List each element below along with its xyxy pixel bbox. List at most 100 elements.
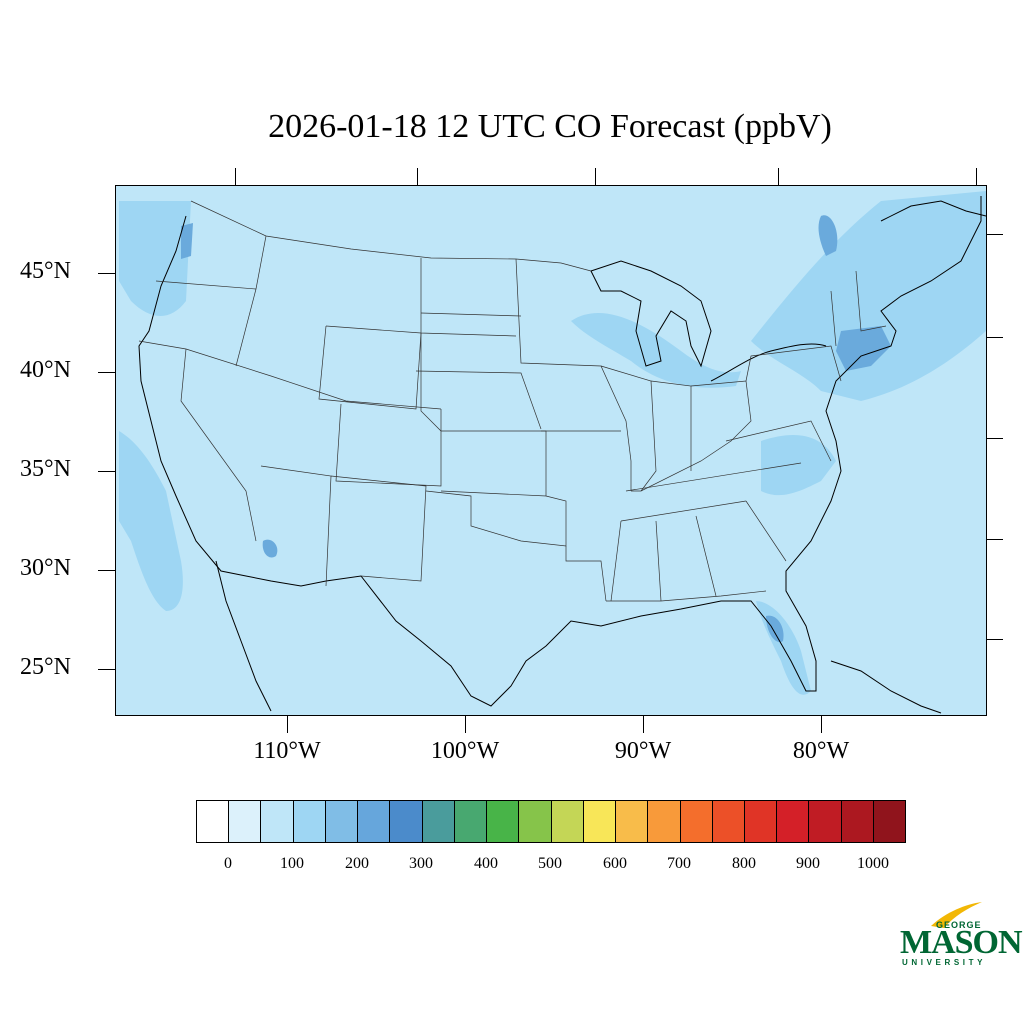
northeast-urban-high (836, 326, 891, 371)
pacific-nw-region (119, 201, 191, 316)
bottom-tick (643, 716, 644, 733)
arizona-high (262, 539, 278, 558)
coastlines (138, 196, 986, 714)
lat-label-25: 25°N (20, 654, 71, 680)
right-tick (987, 337, 1003, 338)
canada-border (190, 200, 592, 272)
state-borders (138, 200, 887, 602)
logo-university-text: UNIVERSITY (902, 958, 987, 967)
colorbar-swatch (454, 801, 488, 842)
lon-label-80: 80°W (792, 738, 850, 764)
us-outline (138, 196, 982, 707)
colorbar-swatch (583, 801, 617, 842)
great-lakes (590, 260, 712, 368)
colorbar-label: 0 (224, 855, 232, 872)
colorbar-swatch (519, 801, 552, 842)
baja (215, 560, 272, 712)
ar-la-ms (565, 520, 622, 602)
logo-george-text: GEORGE (936, 920, 982, 930)
left-tick (98, 273, 115, 274)
colorbar-swatch (325, 801, 359, 842)
colorbar-label: 700 (667, 855, 691, 872)
colorbar-swatch (616, 801, 649, 842)
colorbar-label: 800 (732, 855, 756, 872)
colorbar-label: 500 (538, 855, 562, 872)
wy-box (318, 325, 422, 410)
right-tick (987, 639, 1003, 640)
ne-ks (415, 370, 542, 430)
tn-south (620, 462, 802, 522)
colorbar-label: 1000 (857, 855, 889, 872)
top-tick (417, 168, 418, 185)
bottom-tick (465, 716, 466, 733)
ca-nv-diag (180, 348, 257, 542)
gmu-logo: GEORGE MASON UNIVERSITY (898, 900, 1023, 970)
southeast-region (761, 435, 836, 496)
quebec-high (818, 215, 838, 256)
colorbar-swatch (841, 801, 874, 842)
pa-ny (745, 345, 842, 382)
colorbar-label: 400 (474, 855, 498, 872)
right-tick (987, 234, 1003, 235)
dakotas-ne-ks (420, 258, 547, 497)
left-tick (98, 669, 115, 670)
ca-or-nv (138, 340, 442, 410)
co-box (335, 403, 442, 487)
colorbar-swatch (422, 801, 455, 842)
great-lakes-plume (571, 312, 741, 388)
left-tick (98, 372, 115, 373)
mn-ia-mo (515, 258, 632, 491)
right-tick (987, 539, 1003, 540)
colorbar-swatch (551, 801, 584, 842)
left-tick (98, 471, 115, 472)
bottom-tick (287, 716, 288, 733)
florida-high (766, 615, 784, 643)
top-tick (976, 168, 977, 185)
lat-label-45: 45°N (20, 258, 71, 284)
colorbar-swatch (229, 801, 262, 842)
map-panel (115, 185, 987, 716)
wi-il-in (600, 365, 692, 492)
quebec-coast (880, 200, 986, 222)
colorbar-swatch (809, 801, 842, 842)
colorbar-swatch (712, 801, 745, 842)
lat-label-30: 30°N (20, 555, 71, 581)
cuba (830, 660, 942, 714)
left-tick (98, 570, 115, 571)
colorbar-swatch (744, 801, 778, 842)
colorbar-label: 900 (796, 855, 820, 872)
lat-label-35: 35°N (20, 456, 71, 482)
va-nc (725, 420, 832, 462)
fl-north (606, 590, 767, 602)
colorbar-label: 100 (280, 855, 304, 872)
colorbar-swatch (648, 801, 681, 842)
lon-label-100: 100°W (430, 738, 500, 764)
nd-sd (420, 312, 522, 317)
id-mt (235, 235, 267, 367)
colorbar-label: 200 (345, 855, 369, 872)
colorbar-swatch (487, 801, 520, 842)
lake-erie-ontario (710, 343, 827, 382)
colorbar-swatch (777, 801, 810, 842)
colorbar-label: 600 (603, 855, 627, 872)
seattle-high (181, 223, 193, 259)
map-title: 2026-01-18 12 UTC CO Forecast (ppbV) (268, 108, 832, 145)
right-tick (987, 438, 1003, 439)
co-high-regions (181, 215, 891, 643)
or-wa (155, 280, 257, 290)
colorbar-swatch (390, 801, 423, 842)
us-map (119, 191, 986, 714)
lon-label-110: 110°W (253, 738, 321, 764)
california-coast-region (119, 431, 183, 611)
logo-swoosh-icon (931, 902, 982, 928)
logo-mason-text: MASON (900, 924, 1023, 961)
colorbar-swatch (680, 801, 713, 842)
top-tick (778, 168, 779, 185)
new-england (830, 270, 887, 347)
az-nm (260, 465, 427, 587)
top-tick (595, 168, 596, 185)
ms-al-ga (655, 500, 787, 602)
colorbar-swatch (873, 801, 906, 842)
lat-label-40: 40°N (20, 357, 71, 383)
ok-tx (425, 490, 567, 547)
